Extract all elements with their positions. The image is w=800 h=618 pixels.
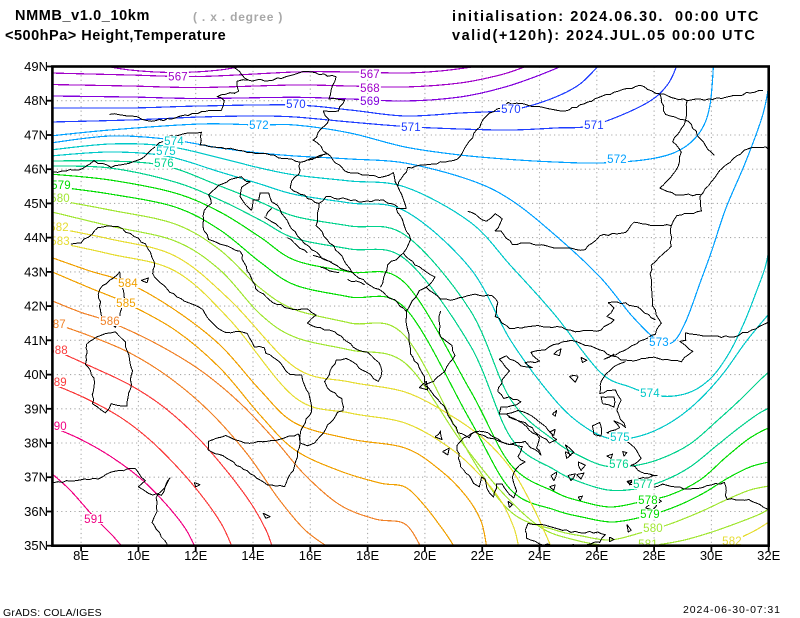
svg-text:49N: 49N [24, 59, 48, 74]
svg-text:579: 579 [51, 180, 71, 192]
svg-text:581: 581 [638, 539, 658, 551]
svg-text:570: 570 [286, 99, 306, 111]
svg-text:16E: 16E [299, 548, 322, 563]
svg-text:12E: 12E [184, 548, 207, 563]
svg-text:573: 573 [649, 337, 669, 349]
svg-text:577: 577 [633, 479, 653, 491]
svg-text:567: 567 [360, 69, 380, 81]
svg-text:569: 569 [360, 96, 380, 108]
svg-text:583: 583 [50, 236, 70, 248]
svg-text:570: 570 [501, 104, 521, 116]
svg-text:574: 574 [640, 388, 660, 400]
svg-text:35N: 35N [24, 538, 48, 553]
svg-text:41N: 41N [24, 333, 48, 348]
svg-text:45N: 45N [24, 196, 48, 211]
svg-text:588: 588 [48, 345, 68, 357]
svg-text:47N: 47N [24, 128, 48, 143]
svg-text:576: 576 [609, 459, 629, 471]
svg-text:24E: 24E [528, 548, 551, 563]
svg-text:32E: 32E [757, 548, 780, 563]
svg-text:36N: 36N [24, 504, 48, 519]
svg-text:571: 571 [401, 122, 421, 134]
svg-text:44N: 44N [24, 230, 48, 245]
svg-text:571: 571 [584, 120, 604, 132]
svg-text:40N: 40N [24, 367, 48, 382]
svg-text:575: 575 [610, 432, 630, 444]
svg-text:584: 584 [118, 278, 138, 290]
svg-text:578: 578 [638, 495, 658, 507]
svg-text:580: 580 [643, 523, 663, 535]
svg-text:572: 572 [249, 120, 269, 132]
svg-text:37N: 37N [24, 470, 48, 485]
svg-text:30E: 30E [700, 548, 723, 563]
svg-text:38N: 38N [24, 436, 48, 451]
svg-text:28E: 28E [643, 548, 666, 563]
svg-text:591: 591 [84, 514, 104, 526]
svg-text:10E: 10E [127, 548, 150, 563]
svg-text:14E: 14E [241, 548, 264, 563]
svg-text:18E: 18E [356, 548, 379, 563]
svg-text:567: 567 [168, 71, 188, 83]
svg-text:582: 582 [49, 222, 69, 234]
svg-text:579: 579 [640, 509, 660, 521]
svg-text:572: 572 [607, 154, 627, 166]
svg-text:20E: 20E [413, 548, 436, 563]
svg-text:590: 590 [47, 421, 67, 433]
svg-text:26E: 26E [585, 548, 608, 563]
svg-text:585: 585 [116, 298, 136, 310]
svg-text:586: 586 [100, 316, 120, 328]
svg-text:587: 587 [46, 319, 66, 331]
svg-text:568: 568 [360, 83, 380, 95]
svg-text:8E: 8E [73, 548, 89, 563]
svg-text:574: 574 [164, 136, 184, 148]
svg-text:48N: 48N [24, 93, 48, 108]
svg-text:46N: 46N [24, 162, 48, 177]
svg-text:582: 582 [722, 536, 742, 548]
svg-text:39N: 39N [24, 401, 48, 416]
svg-text:580: 580 [50, 193, 70, 205]
svg-text:43N: 43N [24, 264, 48, 279]
svg-text:575: 575 [156, 146, 176, 158]
svg-text:22E: 22E [471, 548, 494, 563]
svg-text:566: 566 [163, 58, 183, 70]
svg-text:589: 589 [47, 377, 67, 389]
svg-text:576: 576 [154, 158, 174, 170]
svg-text:42N: 42N [24, 299, 48, 314]
